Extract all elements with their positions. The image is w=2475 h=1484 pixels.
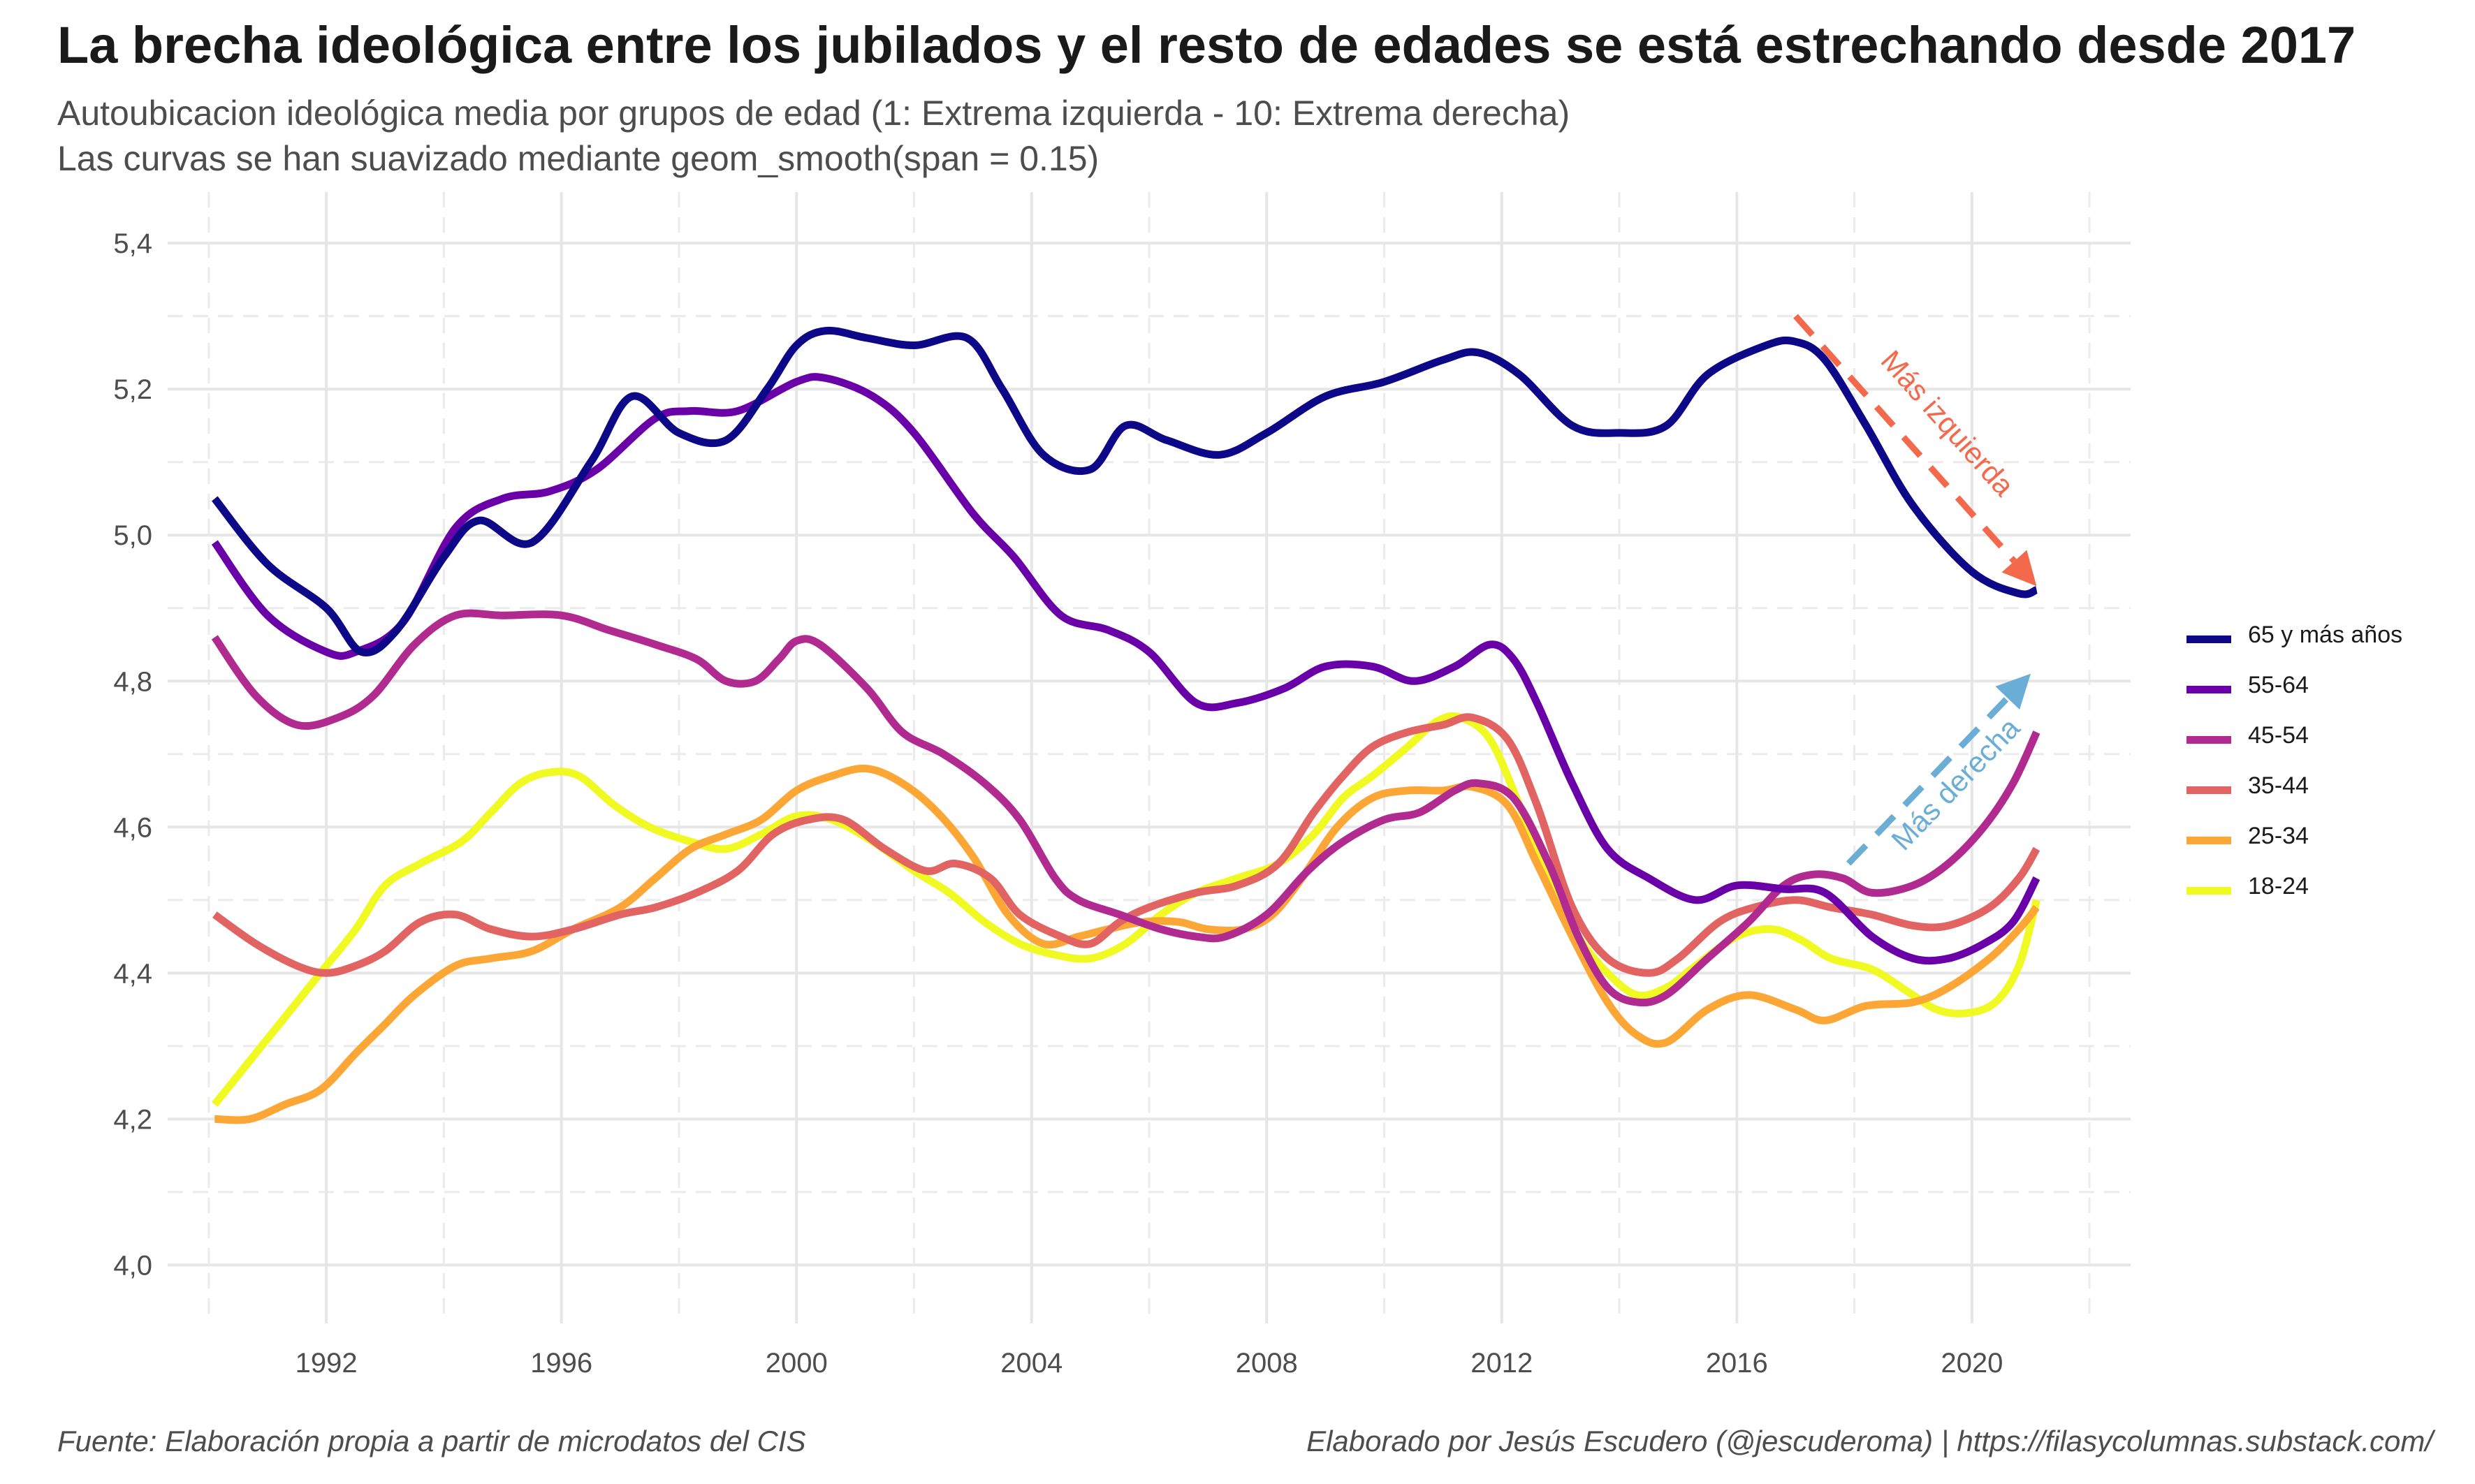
x-tick-label: 2012 (1470, 1348, 1533, 1379)
source-caption: Fuente: Elaboración propia a partir de m… (57, 1425, 806, 1457)
annotation-label: Más derecha (1885, 711, 2026, 856)
legend-key-swatch (2186, 736, 2231, 744)
x-tick-label: 2020 (1941, 1348, 2003, 1379)
y-tick-label: 4,2 (113, 1104, 152, 1135)
legend-label: 18-24 (2248, 873, 2309, 899)
legend-key-swatch (2186, 887, 2231, 895)
legend-label: 55-64 (2248, 672, 2309, 698)
y-tick-label: 5,0 (113, 520, 152, 551)
legend-label: 65 y más años (2248, 622, 2403, 648)
legend-key-swatch (2186, 636, 2231, 643)
x-tick-label: 2008 (1236, 1348, 1298, 1379)
series-lines (211, 326, 2040, 1124)
author-caption: Elaborado por Jesús Escudero (@jescudero… (1306, 1425, 2433, 1457)
annotation-arrow-line (1793, 314, 2017, 564)
chart-subtitle-line2: Las curvas se han suavizado mediante geo… (57, 139, 1100, 178)
y-tick-label: 4,8 (113, 666, 152, 697)
x-tick-label: 1992 (295, 1348, 358, 1379)
legend-label: 45-54 (2248, 722, 2309, 749)
y-tick-label: 4,0 (113, 1250, 152, 1281)
series-line (212, 713, 2040, 977)
series-line (212, 326, 2038, 657)
series-line (214, 764, 2040, 1124)
x-tick-label: 1996 (530, 1348, 592, 1379)
chart-subtitle-line1: Autoubicacion ideológica media por grupo… (57, 94, 1570, 133)
chart-title: La brecha ideológica entre los jubilados… (57, 16, 2356, 74)
legend-label: 25-34 (2248, 823, 2309, 849)
x-tick-label: 2000 (766, 1348, 828, 1379)
legend-key-swatch (2186, 786, 2231, 794)
axis-tick-labels: 1992 1996 2000 2004 2008 2012 2016 2020 4,0 4,2 4,… (113, 228, 2003, 1379)
legend-key-swatch (2186, 837, 2231, 844)
series-line (211, 373, 2040, 965)
legend-key-swatch (2186, 686, 2231, 693)
y-tick-label: 4,6 (113, 812, 152, 843)
annotation-arrowhead (2001, 550, 2037, 587)
annotation-arrowhead (1995, 673, 2031, 710)
legend-label: 35-44 (2248, 772, 2309, 799)
y-tick-label: 5,4 (113, 228, 152, 259)
series-line (211, 609, 2040, 1007)
y-tick-label: 5,2 (113, 374, 152, 405)
grid-lines (168, 192, 2131, 1323)
annotation-arrow-line (1846, 696, 2010, 866)
x-tick-label: 2016 (1706, 1348, 1768, 1379)
y-tick-label: 4,4 (113, 958, 152, 989)
x-tick-label: 2004 (1000, 1348, 1063, 1379)
